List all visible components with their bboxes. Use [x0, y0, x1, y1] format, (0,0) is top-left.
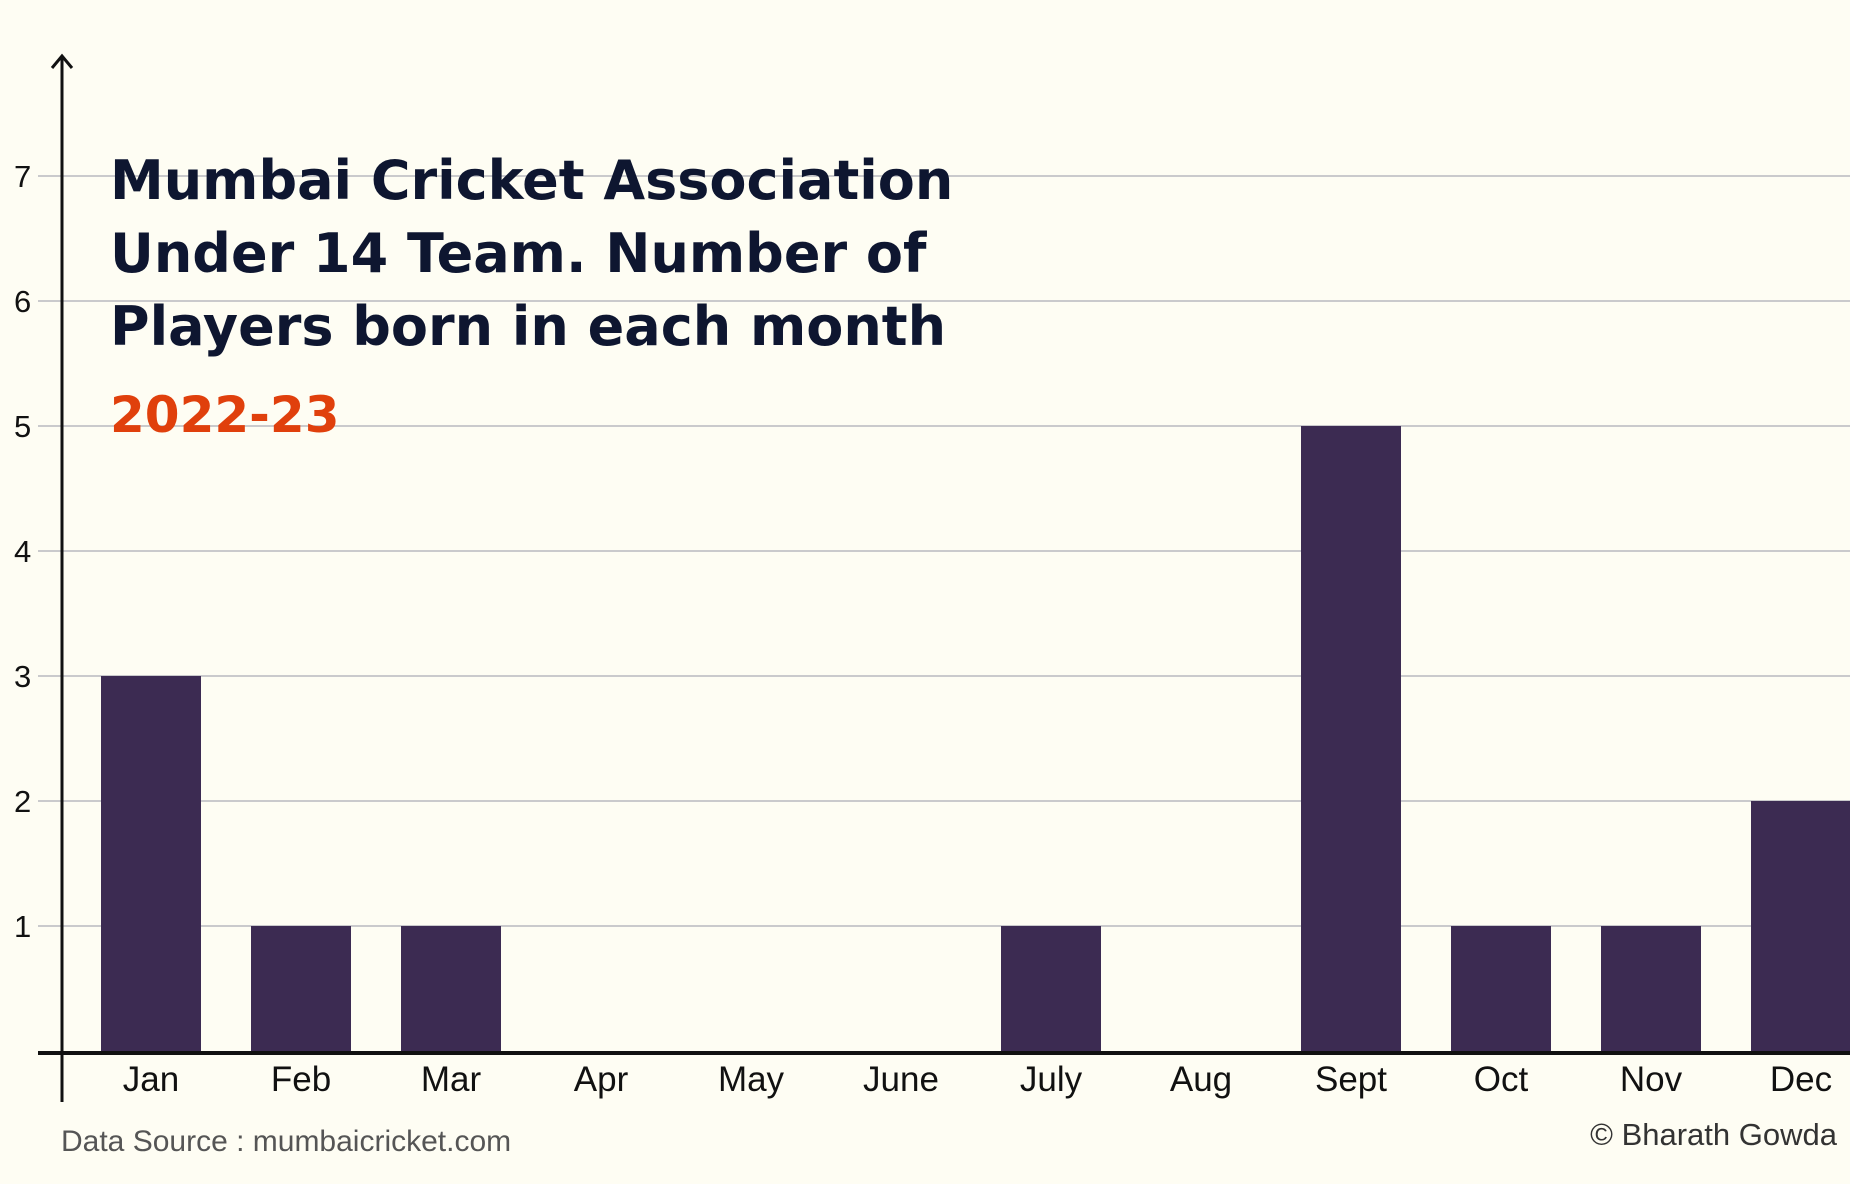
y-tick-label: 2	[14, 784, 31, 819]
x-tick-label-apr: Apr	[574, 1060, 629, 1099]
y-tick-label: 1	[14, 909, 31, 944]
title-line-3: Players born in each month	[110, 295, 946, 358]
y-tick-label: 6	[14, 284, 31, 319]
x-tick-label-mar: Mar	[421, 1060, 482, 1099]
x-tick-label-dec: Dec	[1770, 1060, 1832, 1099]
x-tick-label-june: June	[863, 1060, 939, 1099]
bar-july	[1001, 926, 1101, 1051]
x-tick-label-july: July	[1020, 1060, 1083, 1099]
bar-jan	[101, 676, 201, 1051]
axes	[38, 53, 1850, 1102]
y-tick-label: 7	[14, 159, 31, 194]
x-tick-label-aug: Aug	[1170, 1060, 1232, 1099]
title-line-2: Under 14 Team. Number of	[110, 222, 927, 285]
title-line-1: Mumbai Cricket Association	[110, 149, 953, 212]
chart-subtitle: 2022-23	[110, 386, 340, 444]
x-tick-labels: Jan Feb Mar Apr May June July Aug Sept Oct Nov Dec	[123, 1060, 1832, 1099]
y-tick-labels: 1 2 3 4 5 6 7	[14, 159, 31, 944]
y-tick-label: 4	[14, 534, 31, 569]
gridlines	[38, 175, 1850, 927]
bar-feb	[251, 926, 351, 1051]
data-source-note: Data Source : mumbaicricket.com	[61, 1125, 511, 1158]
x-tick-label-oct: Oct	[1474, 1060, 1529, 1099]
y-tick-label: 3	[14, 659, 31, 694]
bar-dec	[1751, 801, 1850, 1051]
bar-sept	[1301, 426, 1401, 1051]
bars	[101, 426, 1850, 1051]
bar-oct	[1451, 926, 1551, 1051]
x-tick-label-sept: Sept	[1315, 1060, 1387, 1099]
x-tick-label-jan: Jan	[123, 1060, 179, 1099]
x-tick-label-feb: Feb	[271, 1060, 331, 1099]
y-axis-arrow-icon	[50, 53, 74, 69]
y-tick-label: 5	[14, 409, 31, 444]
author-credit: © Bharath Gowda	[1590, 1117, 1838, 1152]
bar-nov	[1601, 926, 1701, 1051]
x-tick-label-may: May	[718, 1060, 785, 1099]
x-tick-label-nov: Nov	[1620, 1060, 1683, 1099]
bar-mar	[401, 926, 501, 1051]
chart-title: Mumbai Cricket Association Under 14 Team…	[110, 149, 953, 444]
